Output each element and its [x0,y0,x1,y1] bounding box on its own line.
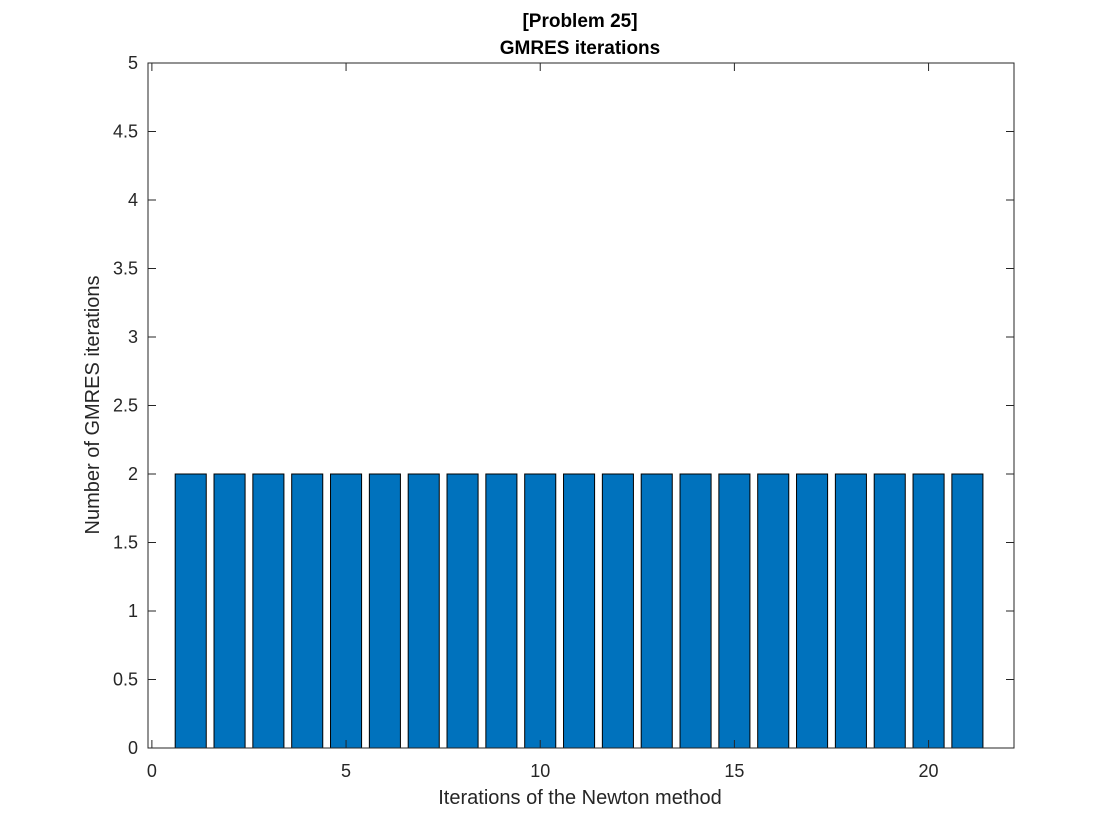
x-tick-label: 5 [341,761,351,781]
bar-18 [834,473,867,749]
bar-1 [174,473,207,749]
bar-2 [213,473,246,749]
bar-10 [524,473,557,749]
y-tick-label: 4.5 [113,122,138,142]
y-tick-label: 0 [128,738,138,758]
y-tick-label: 1 [128,601,138,621]
x-tick-label: 20 [919,761,939,781]
y-axis-label: Number of GMRES iterations [82,276,104,535]
y-tick-label: 1.5 [113,533,138,553]
bars-group [174,473,984,749]
x-tick-label: 10 [530,761,550,781]
bar-20 [912,473,945,749]
bar-15 [718,473,751,749]
bar-17 [796,473,829,749]
bar-8 [446,473,479,749]
bar-6 [368,473,401,749]
y-tick-label: 3.5 [113,259,138,279]
bar-14 [679,473,712,749]
bar-3 [252,473,285,749]
bar-19 [873,473,906,749]
bar-13 [640,473,673,749]
bar-5 [330,473,363,749]
y-tick-label: 2.5 [113,396,138,416]
bar-21 [951,473,984,749]
y-tick-label: 2 [128,464,138,484]
x-tick-label: 0 [147,761,157,781]
y-tick-label: 3 [128,327,138,347]
bar-7 [407,473,440,749]
bar-9 [485,473,518,749]
y-tick-label: 5 [128,53,138,73]
y-ticks-group: 0 0.5 1 1.5 2 2.5 3 3.5 4 4.5 5 [113,53,1014,758]
bar-12 [601,473,634,749]
bar-16 [757,473,790,749]
x-ticks-group: 0 5 10 15 20 [147,63,939,781]
chart-title-line-2: GMRES iterations [500,38,660,59]
y-tick-label: 4 [128,190,138,210]
bar-4 [291,473,324,749]
x-tick-label: 15 [724,761,744,781]
bar-11 [563,473,596,749]
y-tick-label: 0.5 [113,670,138,690]
chart-title-line-1: [Problem 25] [522,11,637,32]
x-axis-label: Iterations of the Newton method [438,787,722,809]
